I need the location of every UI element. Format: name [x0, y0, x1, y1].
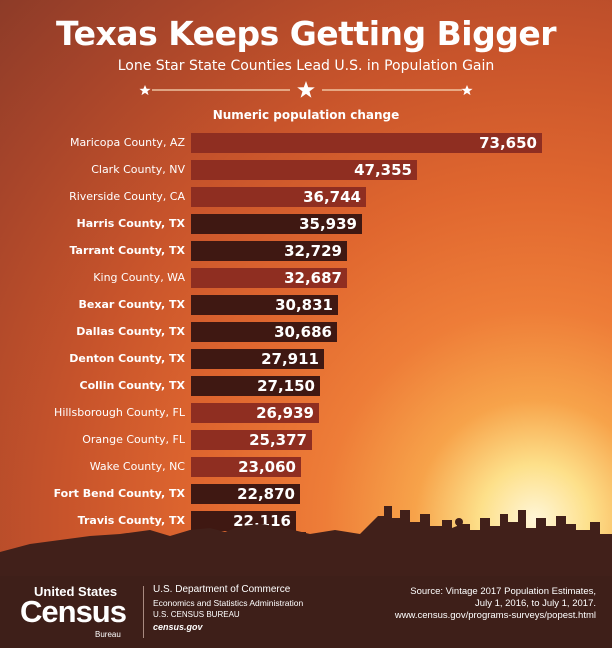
bar-row: Dallas County, TX 30,686	[0, 322, 612, 342]
dept-commerce: U.S. Department of Commerce	[153, 584, 291, 595]
bar	[191, 187, 366, 207]
bar	[191, 484, 300, 504]
bar-row: Collin County, TX 27,150	[0, 376, 612, 396]
data-label: 25,377	[249, 431, 307, 449]
bar-row: Clark County, NV 47,355	[0, 160, 612, 180]
data-label: 47,355	[354, 161, 412, 179]
bar-row: Fort Bend County, TX 22,870	[0, 484, 612, 504]
category-label: Dallas County, TX	[76, 325, 185, 338]
bar	[191, 241, 347, 261]
category-label: Harris County, TX	[76, 217, 186, 230]
data-label: 32,687	[284, 269, 342, 287]
logo-united-states: United States	[34, 584, 118, 599]
bar-row: Hillsborough County, FL 26,939	[0, 403, 612, 423]
star-left-icon	[139, 85, 151, 96]
bar	[191, 430, 312, 450]
bar-row: Wake County, NC 23,060	[0, 457, 612, 477]
bar	[191, 214, 362, 234]
category-label: Bexar County, TX	[78, 298, 185, 311]
category-label: Collin County, TX	[79, 379, 185, 392]
bar	[191, 376, 320, 396]
category-label: Wake County, NC	[89, 460, 185, 473]
logo-bureau: Bureau	[95, 630, 121, 639]
data-label: 22,870	[237, 485, 295, 503]
star-right-icon	[461, 85, 473, 96]
dept-esa: Economics and Statistics Administration	[153, 598, 304, 608]
data-label: 27,150	[257, 377, 315, 395]
bar	[191, 295, 338, 315]
data-label: 23,060	[238, 458, 296, 476]
bar	[191, 457, 301, 477]
bar-row: Tarrant County, TX 32,729	[0, 241, 612, 261]
data-label: 73,650	[479, 134, 537, 152]
data-label: 35,939	[299, 215, 357, 233]
bar-row: Orange County, FL 25,377	[0, 430, 612, 450]
bar	[191, 160, 417, 180]
data-label: 32,729	[284, 242, 342, 260]
footer: United States Census Bureau U.S. Departm…	[0, 576, 612, 648]
category-label: Hillsborough County, FL	[54, 406, 185, 419]
source-line-2: July 1, 2016, to July 1, 2017.	[475, 598, 596, 609]
bar	[191, 322, 337, 342]
bar-row: Harris County, TX 35,939	[0, 214, 612, 234]
category-label: Travis County, TX	[77, 514, 185, 527]
footer-divider	[143, 586, 144, 638]
star-center-icon	[297, 81, 315, 98]
data-label: 26,939	[256, 404, 314, 422]
census-gov-link[interactable]: census.gov	[153, 622, 203, 632]
category-label: Maricopa County, AZ	[69, 136, 185, 149]
category-label: Orange County, FL	[82, 433, 185, 446]
bar	[191, 268, 347, 288]
bar	[191, 133, 542, 153]
category-label: Fort Bend County, TX	[53, 487, 185, 500]
data-label: 27,911	[261, 350, 319, 368]
category-label: Clark County, NV	[91, 163, 185, 176]
bar-row: Denton County, TX 27,911	[0, 349, 612, 369]
category-label: Riverside County, CA	[69, 190, 185, 203]
source-line-1: Source: Vintage 2017 Population Estimate…	[410, 586, 596, 597]
data-label: 30,831	[275, 296, 333, 314]
chart-title: Numeric population change	[212, 108, 400, 122]
bar	[191, 403, 319, 423]
category-label: Tarrant County, TX	[69, 244, 185, 257]
category-label: King County, WA	[93, 271, 185, 284]
star-divider	[139, 81, 473, 98]
dept-census-bureau: U.S. CENSUS BUREAU	[153, 610, 240, 619]
bar-row: King County, WA 32,687	[0, 268, 612, 288]
city-skyline	[0, 506, 612, 578]
bar-row: Riverside County, CA 36,744	[0, 187, 612, 207]
logo-census: Census	[20, 594, 127, 629]
bar	[191, 349, 324, 369]
source-url[interactable]: www.census.gov/programs-surveys/popest.h…	[394, 610, 596, 621]
page-subtitle: Lone Star State Counties Lead U.S. in Po…	[117, 58, 495, 74]
category-label: Denton County, TX	[69, 352, 185, 365]
bar-row: Bexar County, TX 30,831	[0, 295, 612, 315]
data-label: 36,744	[303, 188, 361, 206]
data-label: 30,686	[274, 323, 332, 341]
page-title: Texas Keeps Getting Bigger	[56, 14, 557, 53]
bar-row: Maricopa County, AZ 73,650	[0, 133, 612, 153]
